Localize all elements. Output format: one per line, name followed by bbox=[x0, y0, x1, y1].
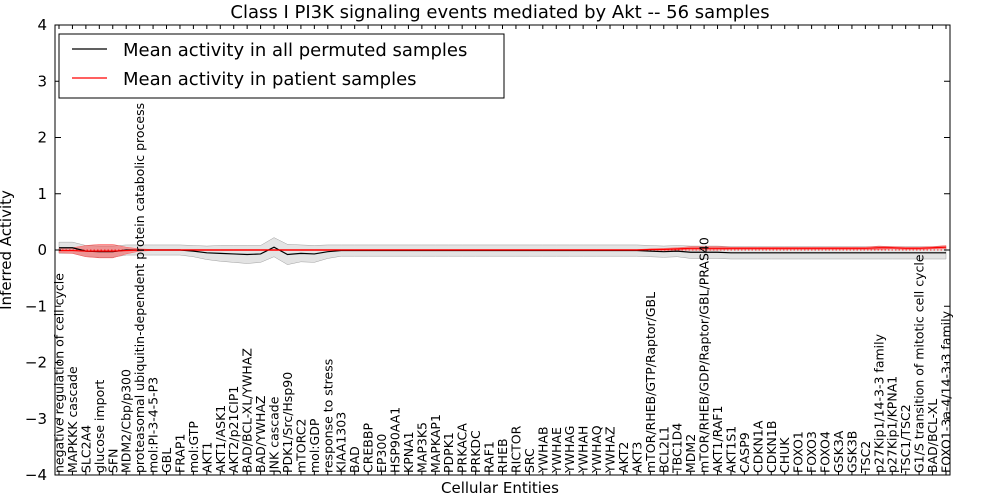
x-tick-label: FOXO4 bbox=[818, 431, 833, 473]
x-tick-label: AKT3 bbox=[629, 442, 644, 473]
x-tick-label: proteasomal ubiquitin-dependent protein … bbox=[132, 103, 147, 473]
x-tick-label: YWHAQ bbox=[589, 425, 604, 474]
y-tick-label: 1 bbox=[37, 185, 47, 203]
y-tick-label: 3 bbox=[37, 72, 47, 90]
x-tick-label: GSK3B bbox=[844, 431, 859, 473]
y-tick-label: 0 bbox=[37, 241, 47, 259]
x-tick-label: PDK1/Src/Hsp90 bbox=[280, 372, 295, 473]
x-tick-label: CDKN1A bbox=[750, 420, 765, 473]
x-tick-label: mol:GTP bbox=[186, 421, 201, 473]
x-tick-label: FOXO3 bbox=[804, 431, 819, 473]
x-tick-label: AKT1/RAF1 bbox=[710, 406, 725, 473]
x-tick-label: KIAA1303 bbox=[334, 412, 349, 473]
x-tick-label: mol:GDP bbox=[307, 418, 322, 473]
y-tick-label: 4 bbox=[37, 16, 47, 34]
x-tick-label: SFN bbox=[105, 449, 120, 473]
chart-title: Class I PI3K signaling events mediated b… bbox=[230, 2, 769, 23]
x-tick-label: BAD bbox=[347, 446, 362, 473]
x-tick-label: TBC1D4 bbox=[670, 423, 685, 474]
x-tick-label: AKT2/p21CIP1 bbox=[226, 386, 241, 473]
y-tick-label: −1 bbox=[25, 297, 47, 315]
x-tick-label: BCL2L1 bbox=[656, 426, 671, 473]
x-tick-label: glucose import bbox=[92, 380, 107, 473]
x-tick-label: BAD/BCL-XL bbox=[925, 399, 940, 473]
y-axis-label: Inferred Activity bbox=[0, 190, 15, 310]
x-tick-label: SRC bbox=[522, 448, 537, 473]
x-axis-label: Cellular Entities bbox=[441, 479, 559, 497]
x-tick-label: response to stress bbox=[320, 359, 335, 473]
legend-label-patient: Mean activity in patient samples bbox=[123, 69, 417, 90]
x-tick-label: RICTOR bbox=[508, 425, 523, 473]
x-tick-label: AKT1S1 bbox=[723, 426, 738, 473]
x-tick-label: CASP9 bbox=[737, 432, 752, 473]
x-tick-label: HSP90AA1 bbox=[387, 407, 402, 473]
x-tick-label: p27Kip1/KPNA1 bbox=[885, 376, 900, 473]
x-tick-label: mol:PI-3-4-5-P3 bbox=[146, 377, 161, 473]
x-tick-label: YWHAZ bbox=[603, 426, 618, 474]
x-tick-label: KPNA1 bbox=[401, 431, 416, 473]
x-tick-label: GBL bbox=[159, 448, 174, 473]
x-tick-label: CHUK bbox=[777, 437, 792, 473]
y-tick-label: −4 bbox=[25, 466, 47, 484]
x-tick-label: GSK3A bbox=[831, 430, 846, 473]
legend-label-permuted: Mean activity in all permuted samples bbox=[123, 40, 467, 61]
x-tick-label: TSC2 bbox=[858, 441, 873, 474]
y-tick-label: −2 bbox=[25, 354, 47, 372]
x-tick-label: FOXO1-3a-4/14-3-3 family bbox=[939, 310, 954, 473]
x-tick-label: AKT1 bbox=[199, 442, 214, 473]
x-tick-label: SLC2A4 bbox=[78, 425, 93, 473]
y-tick-label: 2 bbox=[37, 129, 47, 147]
x-tick-label: JNK cascade bbox=[267, 396, 282, 474]
x-tick-label: MAPKKK cascade bbox=[65, 366, 80, 473]
x-tick-label: BAD/BCL-XL/YWHAZ bbox=[240, 348, 255, 473]
x-tick-label: MAP3K5 bbox=[414, 422, 429, 473]
x-tick-label: YWHAH bbox=[576, 426, 591, 474]
x-tick-label: PRKDC bbox=[468, 430, 483, 473]
x-tick-label: MDM2 bbox=[683, 434, 698, 473]
plot-area bbox=[55, 237, 950, 265]
x-tick-label: FOXO1 bbox=[791, 431, 806, 473]
x-tick-label: FRAP1 bbox=[172, 434, 187, 473]
legend-frame bbox=[58, 33, 505, 99]
x-tick-label: CREBBP bbox=[361, 423, 376, 473]
x-tick-label: YWHAG bbox=[562, 426, 577, 474]
x-tick-label: PDPK1 bbox=[441, 432, 456, 473]
x-tick-label: AKT1/ASK1 bbox=[213, 405, 228, 473]
x-tick-label: MAPKAP1 bbox=[428, 414, 443, 473]
x-tick-label: PRKACA bbox=[455, 423, 470, 473]
series-line-patient bbox=[59, 246, 947, 252]
x-tick-label: mTOR/RHEB/GTP/Raptor/GBL bbox=[643, 292, 658, 473]
x-tick-label: AKT2 bbox=[616, 442, 631, 473]
legend: Mean activity in all permuted samples Me… bbox=[58, 33, 505, 99]
x-tick-label: p27Kip1/14-3-3 family bbox=[871, 333, 886, 473]
x-tick-label: MDM2/Cbp/p300 bbox=[119, 369, 134, 473]
x-tick-label: EP300 bbox=[374, 434, 389, 473]
x-tick-label: TSC1/TSC2 bbox=[898, 404, 913, 474]
x-tick-label: negative regulation of cell cycle bbox=[52, 273, 67, 473]
y-tick-label: −3 bbox=[25, 410, 47, 428]
x-axis: negative regulation of cell cycleMAPKKK … bbox=[52, 25, 954, 475]
x-tick-label: mTORC2 bbox=[293, 419, 308, 473]
x-tick-label: G1/S transition of mitotic cell cycle bbox=[912, 254, 927, 473]
y-axis: −4 −3 −2 −1 0 1 2 3 4 bbox=[25, 16, 950, 484]
x-tick-label: BAD/YWHAZ bbox=[253, 396, 268, 473]
x-tick-label: YWHAB bbox=[535, 426, 550, 474]
x-tick-label: mTOR/RHEB/GDP/Raptor/GBL/PRAS40 bbox=[697, 237, 712, 473]
x-tick-label: YWHAE bbox=[549, 427, 564, 474]
x-tick-label: CDKN1B bbox=[764, 421, 779, 473]
x-tick-label: RHEB bbox=[495, 438, 510, 473]
x-tick-label: RAF1 bbox=[482, 441, 497, 473]
